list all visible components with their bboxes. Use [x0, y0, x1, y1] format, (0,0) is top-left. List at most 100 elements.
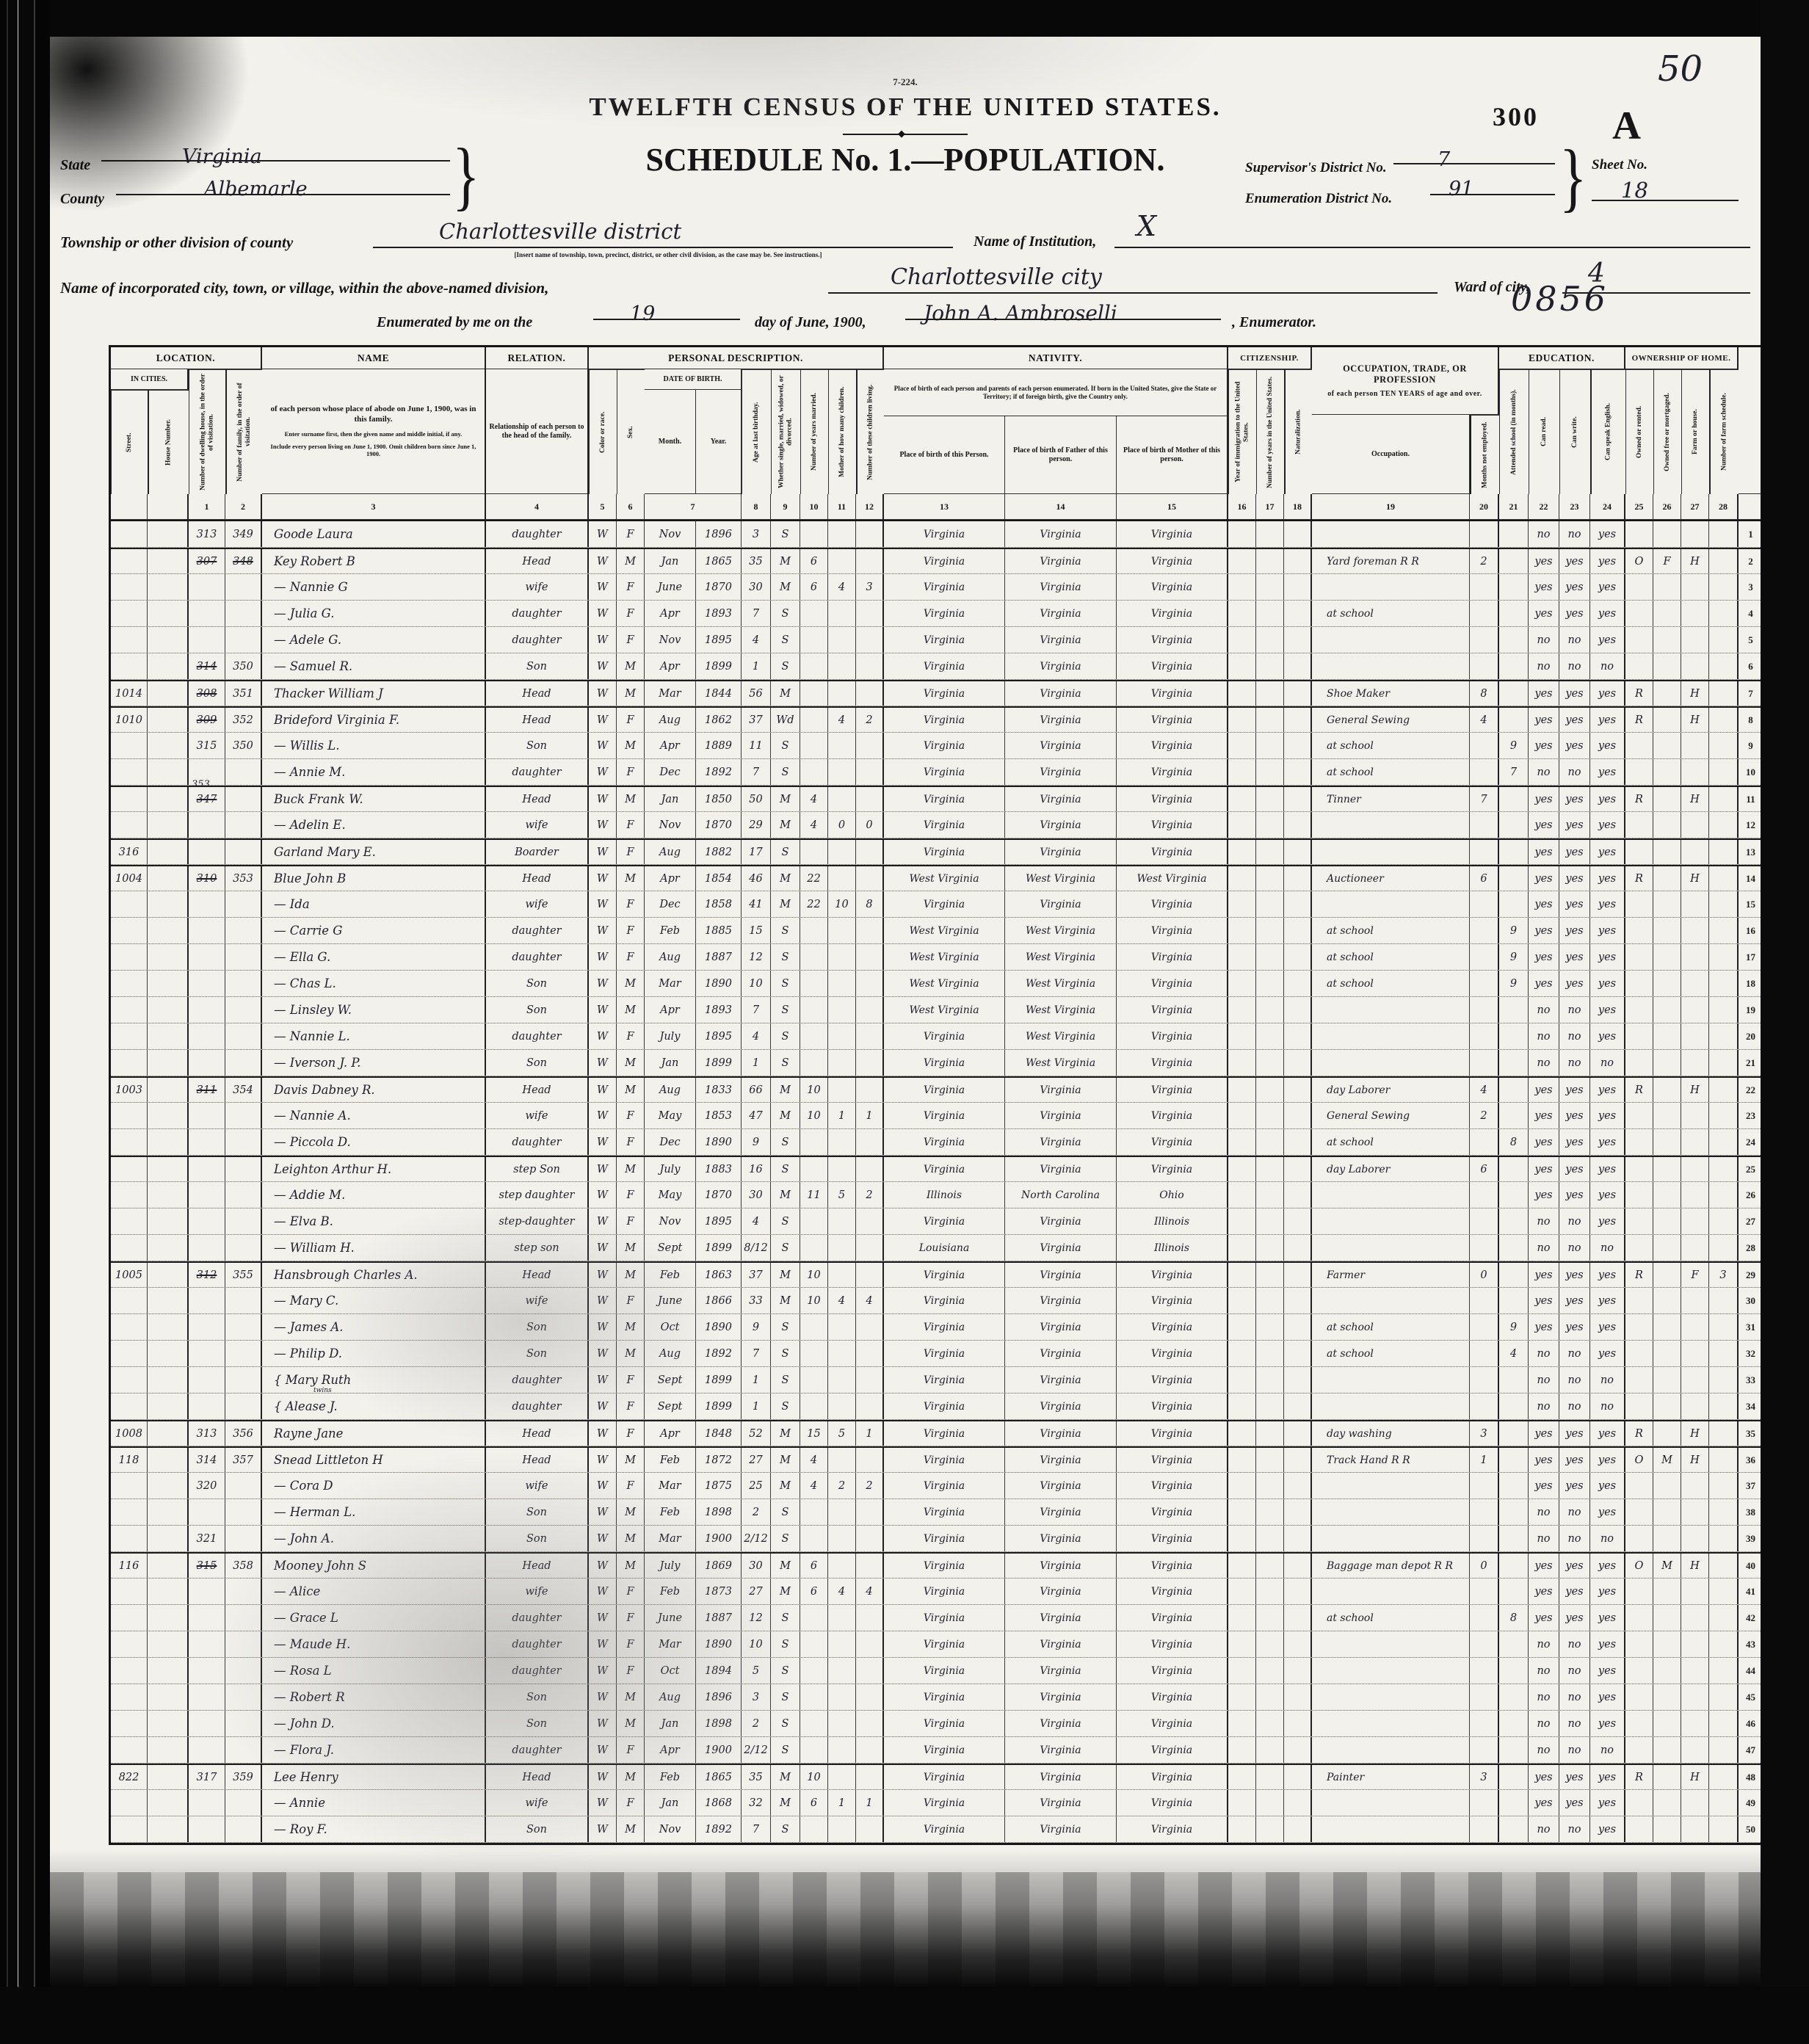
header-column-number: 25 [1625, 494, 1653, 520]
col-pob-father: Virginia [1005, 1737, 1117, 1763]
col-birth-month: June [645, 1288, 696, 1313]
col-can-speak-english: yes [1590, 1684, 1625, 1710]
col-row-number: 30 [1739, 1288, 1763, 1313]
col-can-write: yes [1559, 601, 1590, 626]
col-months-not-employed [1470, 1499, 1499, 1525]
col-birth-year: 1899 [696, 1235, 742, 1261]
col-children-living [856, 866, 884, 891]
col-house-number [148, 1631, 189, 1657]
col-naturalization [1284, 971, 1312, 996]
col-relation: Boarder [486, 840, 589, 864]
col-pob-mother: Virginia [1117, 1341, 1228, 1366]
col-children-living [856, 601, 884, 626]
col-children-living [856, 1157, 884, 1181]
col-immigration-year [1228, 1816, 1256, 1842]
header-years-married: Number of years married. [800, 369, 828, 494]
col-mother-of-children [828, 521, 856, 547]
col-pob-person: Virginia [884, 1421, 1005, 1446]
col-pob-father: Virginia [1005, 1631, 1117, 1657]
header-months-not-employed: Months not employed. [1470, 415, 1499, 494]
col-pob-person: Virginia [884, 1078, 1005, 1102]
col-months-not-employed [1470, 1129, 1499, 1155]
col-pob-father: Virginia [1005, 840, 1117, 864]
col-children-living [856, 918, 884, 943]
col-age: 46 [742, 866, 771, 891]
col-farm-schedule [1709, 601, 1739, 626]
col-birth-month: Mar [645, 971, 696, 996]
header-sex: Sex. [617, 369, 645, 494]
col-pob-person: Virginia [884, 1499, 1005, 1525]
col-sex: F [617, 1182, 645, 1208]
col-school-months [1499, 1288, 1529, 1313]
col-can-write: yes [1559, 1129, 1590, 1155]
col-years-in-us [1256, 944, 1284, 970]
ward-underline [1562, 292, 1750, 294]
col-can-write: no [1559, 759, 1590, 785]
col-school-months [1499, 1579, 1529, 1604]
col-school-months [1499, 1790, 1529, 1816]
col-age: 29 [742, 812, 771, 838]
col-years-in-us [1256, 1816, 1284, 1842]
col-occupation [1312, 1473, 1470, 1498]
col-can-speak-english: yes [1590, 1499, 1625, 1525]
col-school-months [1499, 1182, 1529, 1208]
col-pob-mother: Virginia [1117, 1448, 1228, 1472]
col-can-speak-english: yes [1590, 1631, 1625, 1657]
col-immigration-year [1228, 1394, 1256, 1419]
enumerator-underline [905, 319, 1221, 320]
col-free-mortgaged [1653, 1078, 1681, 1102]
col-naturalization [1284, 521, 1312, 547]
col-marital-status: M [771, 787, 800, 811]
col-sex: F [617, 759, 645, 785]
col-months-not-employed: 6 [1470, 866, 1499, 891]
col-pob-person: Virginia [884, 1050, 1005, 1076]
col-house-number [148, 1050, 189, 1076]
col-occupation: day Laborer [1312, 1157, 1470, 1181]
col-birth-year: 1898 [696, 1711, 742, 1736]
col-name: — Herman L. [262, 1499, 486, 1525]
col-farm-house [1681, 1157, 1709, 1181]
col-mother-of-children [828, 1208, 856, 1234]
col-birth-month: Feb [645, 1499, 696, 1525]
col-owned-rented [1625, 1816, 1653, 1842]
col-occupation: Yard foreman R R [1312, 549, 1470, 573]
col-name: — Elva B. [262, 1208, 486, 1234]
col-naturalization [1284, 627, 1312, 653]
col-dwelling-number: 313 [189, 521, 225, 547]
col-immigration-year [1228, 1288, 1256, 1313]
col-can-speak-english: yes [1590, 1078, 1625, 1102]
col-dwelling-number: 313 [189, 1421, 225, 1446]
col-free-mortgaged [1653, 1658, 1681, 1684]
col-occupation: Shoe Maker [1312, 681, 1470, 706]
col-school-months: 8 [1499, 1605, 1529, 1631]
col-birth-year: 1865 [696, 549, 742, 573]
col-birth-year: 1900 [696, 1737, 742, 1763]
col-street [111, 1473, 148, 1498]
col-name: Goode Laura [262, 521, 486, 547]
col-months-not-employed [1470, 1790, 1499, 1816]
col-mother-of-children [828, 1314, 856, 1340]
col-free-mortgaged [1653, 1235, 1681, 1261]
col-years-married: 6 [800, 1579, 828, 1604]
col-occupation [1312, 521, 1470, 547]
col-farm-schedule [1709, 1605, 1739, 1631]
col-farm-schedule [1709, 733, 1739, 758]
col-years-married [800, 971, 828, 996]
col-pob-father: Virginia [1005, 1235, 1117, 1261]
col-house-number [148, 1711, 189, 1736]
col-years-in-us [1256, 997, 1284, 1023]
col-pob-father: Virginia [1005, 1448, 1117, 1472]
col-can-write: yes [1559, 787, 1590, 811]
col-dwelling-number [189, 1737, 225, 1763]
col-name: — John D. [262, 1711, 486, 1736]
col-children-living [856, 549, 884, 573]
col-free-mortgaged [1653, 1394, 1681, 1419]
col-marital-status: M [771, 549, 800, 573]
col-relation: Head [486, 1554, 589, 1578]
header-naturalization: Naturalization. [1284, 369, 1312, 494]
col-name: — Iverson J. P. [262, 1050, 486, 1076]
col-row-number: 48 [1739, 1765, 1763, 1789]
col-street: 1004 [111, 866, 148, 891]
col-sex: F [617, 1790, 645, 1816]
col-children-living [856, 1554, 884, 1578]
